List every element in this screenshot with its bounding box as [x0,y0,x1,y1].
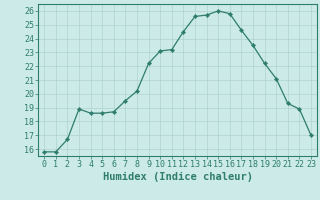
X-axis label: Humidex (Indice chaleur): Humidex (Indice chaleur) [103,172,252,182]
